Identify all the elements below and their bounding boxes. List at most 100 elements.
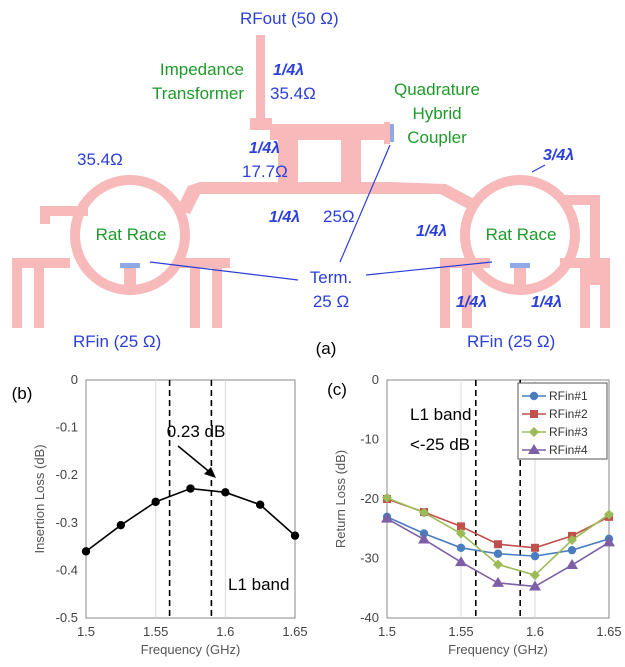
quadrature-label-2: Hybrid (412, 104, 461, 123)
coupler-termination-resistor (390, 124, 394, 142)
data-point (456, 528, 466, 539)
rat-race-left-rfin-outer (190, 258, 200, 328)
legend-swatch-marker (529, 427, 539, 437)
panel-a-label: (a) (316, 339, 337, 358)
rfout-label: RFout (50 Ω) (240, 9, 339, 28)
quarter-wave-top-label: 1/4λ (273, 62, 304, 79)
y-tick-label: -0.5 (56, 610, 78, 625)
impedance-transformer-label-2: Transformer (152, 84, 244, 103)
x-tick-label: 1.65 (282, 624, 307, 639)
panel-label: (c) (327, 380, 347, 399)
data-point (493, 559, 503, 570)
annotation-arrow-line (177, 445, 213, 475)
term-label-1: Term. (310, 268, 353, 287)
coupler-termination-trace (384, 122, 390, 144)
y-axis-label: Insertion Loss (dB) (32, 444, 47, 553)
rfout-feed-trace (256, 35, 265, 120)
return-loss-chart: 1.5 1.55 1.6 1.65 0 -10 -20 -30 -40 Frequency (GH… (327, 372, 622, 657)
data-point (567, 535, 577, 546)
plot-frame (85, 379, 296, 619)
data-point (567, 545, 577, 555)
data-point (381, 512, 393, 523)
rfin-left-label: RFin (25 Ω) (73, 332, 161, 351)
y-tick-label: -20 (360, 491, 379, 506)
z-177-label: 17.7Ω (242, 162, 288, 181)
rat-race-right-arm (560, 195, 600, 205)
legend-entry: RFin#1 (549, 389, 588, 403)
x-tick-label: 1.6 (216, 624, 234, 639)
term-leader-coupler (339, 144, 391, 263)
rat-race-left-term-resistor (120, 263, 140, 268)
annotation-l1-band: L1 band (410, 405, 471, 424)
quadrature-label-3: Coupler (407, 128, 467, 147)
term-leader-left (149, 261, 299, 281)
left-feed-trace (176, 182, 270, 214)
y-tick-label: -40 (360, 610, 379, 625)
data-point (382, 492, 392, 503)
x-tick-label: 1.6 (526, 624, 544, 639)
three-quarter-leader (531, 164, 546, 173)
term-leader-right (365, 261, 493, 276)
insertion-loss-chart: 1.5 1.55 1.6 1.65 0 -0.1 -0.2 -0.3 -0.4 -0.5 Frequ… (12, 372, 308, 657)
rat-race-left-right-bar (180, 258, 230, 268)
rat-race-right-term-resistor (510, 263, 530, 268)
y-tick-label: -0.2 (56, 467, 78, 482)
legend-swatch-marker (530, 410, 538, 418)
data-point (455, 556, 467, 567)
data-point (603, 536, 615, 547)
data-point (531, 543, 539, 552)
x-axis-label: Frequency (GHz) (448, 642, 548, 657)
y-tick-label: -0.3 (56, 515, 78, 530)
hybrid-left-branch (278, 136, 298, 190)
rat-race-right-term-stub (514, 268, 526, 293)
x-tick-label: 1.65 (596, 624, 621, 639)
data-point (186, 484, 195, 493)
right-feed-trace (390, 182, 476, 210)
rat-race-right-port-outer (600, 258, 610, 328)
legend-entry: RFin#2 (549, 407, 588, 421)
rat-race-right-label: Rat Race (486, 225, 557, 244)
rfin-right-label: RFin (25 Ω) (467, 332, 555, 351)
x-tick-label: 1.5 (77, 624, 95, 639)
rat-race-left-stub (40, 206, 50, 224)
data-point (530, 570, 540, 581)
rat-race-left-arm (40, 206, 88, 216)
term-label-2: 25 Ω (313, 292, 349, 311)
rat-race-right-rfin-inner (462, 258, 472, 328)
data-point (492, 576, 504, 587)
data-point (419, 507, 429, 518)
z-354-top-label: 35.4Ω (270, 84, 316, 103)
rat-race-left-label: Rat Race (96, 225, 167, 244)
data-point (255, 500, 265, 509)
legend-entry: RFin#3 (549, 425, 588, 439)
quadrature-label-1: Quadrature (394, 80, 480, 99)
data-point (456, 543, 466, 552)
rat-race-left-term-stub (124, 268, 136, 293)
y-axis-label: Return Loss (dB) (333, 450, 348, 548)
annotation-l1-band: L1 band (228, 575, 289, 594)
quarter-wave-center-label: 1/4λ (269, 209, 300, 226)
data-point (566, 559, 578, 570)
series-line (85, 487, 296, 552)
data-point (493, 549, 503, 558)
rat-race-right-rfin-outer (440, 258, 450, 328)
rat-race-left-port-outer (12, 258, 22, 328)
quarter-wave-bottom-1-label: 1/4λ (456, 294, 487, 311)
x-tick-label: 1.55 (448, 624, 473, 639)
y-tick-label: -0.1 (56, 420, 78, 435)
y-tick-label: -30 (360, 551, 379, 566)
data-point (221, 488, 230, 497)
legend-swatch-marker (528, 444, 540, 454)
quarter-wave-bottom-2-label: 1/4λ (531, 294, 562, 311)
annotation-threshold: <-25 dB (410, 435, 470, 454)
data-point (457, 522, 465, 531)
data-point (494, 540, 502, 549)
y-tick-label: -0.4 (56, 562, 78, 577)
panel-label: (b) (12, 384, 33, 403)
rat-race-left-port-inner (34, 258, 44, 328)
data-point (290, 531, 300, 540)
data-point (418, 533, 430, 544)
data-point (529, 580, 541, 591)
quarter-wave-mid-label: 1/4λ (249, 140, 280, 157)
data-point (81, 547, 91, 556)
